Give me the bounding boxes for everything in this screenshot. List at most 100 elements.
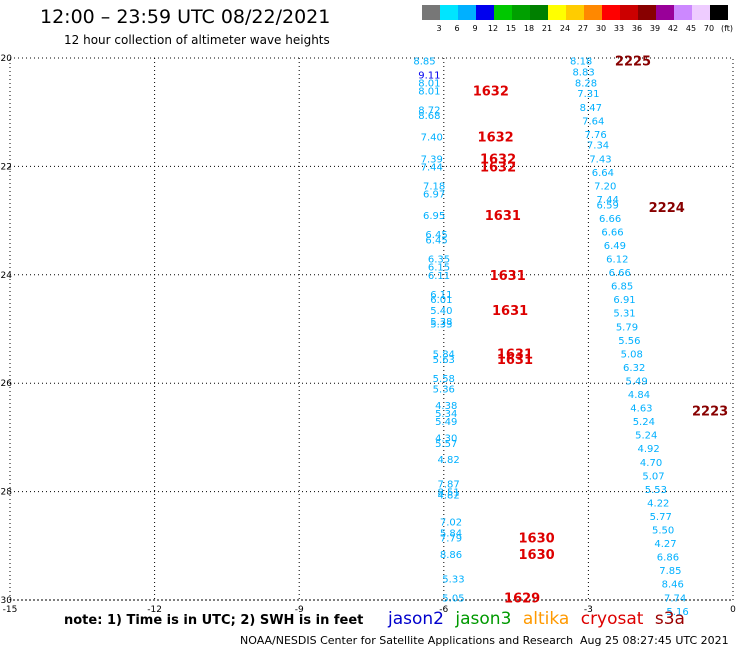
y-axis-ticks: -20 -22 -24 -26 -28 -30: [0, 54, 12, 606]
colorbar-swatch: [584, 5, 602, 20]
swh-label: 5.33: [430, 320, 452, 331]
swh-label: 6.85: [611, 282, 633, 293]
swh-label: 5.40: [430, 306, 452, 317]
pass-time-label: 1631: [490, 269, 526, 284]
colorbar-label: 9: [472, 24, 477, 33]
swh-label: 5.07: [642, 471, 664, 482]
pass-time-label: 2225: [615, 55, 651, 70]
chart-title: 12:00 – 23:59 UTC 08/22/2021: [40, 6, 331, 28]
swh-label: 5.84: [440, 528, 462, 539]
pass-time-label: 1631: [492, 304, 528, 319]
colorbar-swatch: [548, 5, 566, 20]
colorbar-swatch: [638, 5, 656, 20]
swh-label: 5.38: [430, 317, 452, 328]
pass-time-label: 1629: [504, 591, 540, 606]
swh-label: 5.77: [650, 512, 672, 523]
swh-label: 5.63: [433, 355, 455, 366]
y-tick-label: -26: [0, 379, 12, 389]
swh-label: 6.64: [592, 168, 614, 179]
pass-time-label: 1631: [497, 353, 533, 368]
swh-label: 5.08: [621, 349, 643, 360]
legend-s3a: s3a: [654, 609, 685, 629]
swh-label: 7.31: [577, 89, 599, 100]
colorbar-swatch: [440, 5, 458, 20]
swh-label: 7.20: [594, 181, 616, 192]
legend-cryosat: cryosat: [580, 609, 644, 629]
swh-label: 4.38: [435, 401, 457, 412]
swh-label: 8.85: [413, 57, 435, 68]
grid-lines: [9, 57, 734, 601]
swh-label: 7.87: [437, 479, 459, 490]
swh-label: 5.24: [633, 417, 655, 428]
colorbar-label: 45: [686, 24, 696, 33]
x-tick-label: -12: [147, 605, 162, 615]
swh-label: 5.36: [433, 385, 455, 396]
swh-label: 5.31: [613, 309, 635, 320]
swh-label: 4.27: [654, 539, 676, 550]
legend-altika: altika: [522, 609, 570, 629]
pass-time-label: 2223: [692, 404, 728, 419]
swh-label: 8.01: [418, 78, 440, 89]
pass-time-label: 2224: [649, 201, 685, 216]
swh-label: 5.56: [618, 336, 640, 347]
colorbar-swatch: [530, 5, 548, 20]
pass-time-label: 1632: [478, 131, 514, 146]
x-axis-ticks: -15 -12 -9 -6 -3 0: [3, 605, 736, 615]
swh-label: 5.57: [435, 439, 457, 450]
footer-timestamp: Aug 25 08:27:45 UTC 2021: [580, 634, 729, 647]
swh-label: 8.46: [662, 580, 684, 591]
swh-label: 5.84: [433, 349, 455, 360]
swh-label: 6.11: [430, 290, 452, 301]
swh-label: 6.66: [599, 214, 621, 225]
swh-label: 8.68: [418, 111, 440, 122]
swh-label: 7.40: [421, 133, 443, 144]
swh-label: 6.66: [601, 227, 623, 238]
swh-label: 6.15: [428, 263, 450, 274]
swh-label: 5.79: [616, 322, 638, 333]
legend-jason3: jason3: [455, 609, 512, 629]
legend-jason2: jason2: [388, 609, 444, 629]
x-tick-label: -6: [439, 605, 448, 615]
swh-label: 6.66: [609, 268, 631, 279]
swh-label: 5.16: [666, 607, 688, 618]
colorbar-label: 12: [488, 24, 498, 33]
y-tick-label: -28: [0, 488, 12, 498]
swh-label: 6.91: [613, 295, 635, 306]
swh-label: 6.95: [423, 211, 445, 222]
swh-label: 7.76: [584, 130, 606, 141]
colorbar-swatch: [422, 5, 440, 20]
pass-time-label: 1632: [480, 152, 516, 167]
swh-label: 8.18: [570, 57, 592, 68]
swh-label: 7.43: [589, 154, 611, 165]
colorbar-swatch: [458, 5, 476, 20]
y-tick-label: -22: [0, 162, 12, 172]
swh-label: 8.72: [418, 105, 440, 116]
y-tick-label: -24: [0, 271, 12, 281]
swh-label: 7.34: [587, 141, 609, 152]
swh-label: 4.70: [640, 458, 662, 469]
colorbar-label: 39: [650, 24, 660, 33]
swh-label: 8.47: [580, 103, 602, 114]
swh-label: 8.83: [572, 68, 594, 79]
swh-label: 7.39: [421, 154, 443, 165]
x-tick-label: 0: [730, 605, 736, 615]
swh-label: 5.05: [442, 593, 464, 604]
swh-label: 8.86: [440, 550, 462, 561]
swh-label: 7.44: [421, 162, 443, 173]
colorbar-label: 33: [614, 24, 624, 33]
swh-label: 4.82: [437, 490, 459, 501]
satellite-legend: jason2 jason3 altika cryosat s3a: [388, 609, 691, 629]
swh-label: 7.85: [659, 566, 681, 577]
colorbar-label: 36: [632, 24, 642, 33]
swh-label: 7.79: [440, 534, 462, 545]
swh-label: 4.22: [647, 498, 669, 509]
colorbar-swatch: [512, 5, 530, 20]
swh-label: 8.28: [575, 78, 597, 89]
swh-label: 8.01: [418, 87, 440, 98]
colorbar-label: 21: [542, 24, 552, 33]
x-tick-label: -9: [295, 605, 304, 615]
swh-label: 5.50: [652, 526, 674, 537]
colorbar-swatch: [692, 5, 710, 20]
swh-label: 4.92: [638, 444, 660, 455]
pass-time-label: 1630: [519, 548, 555, 563]
